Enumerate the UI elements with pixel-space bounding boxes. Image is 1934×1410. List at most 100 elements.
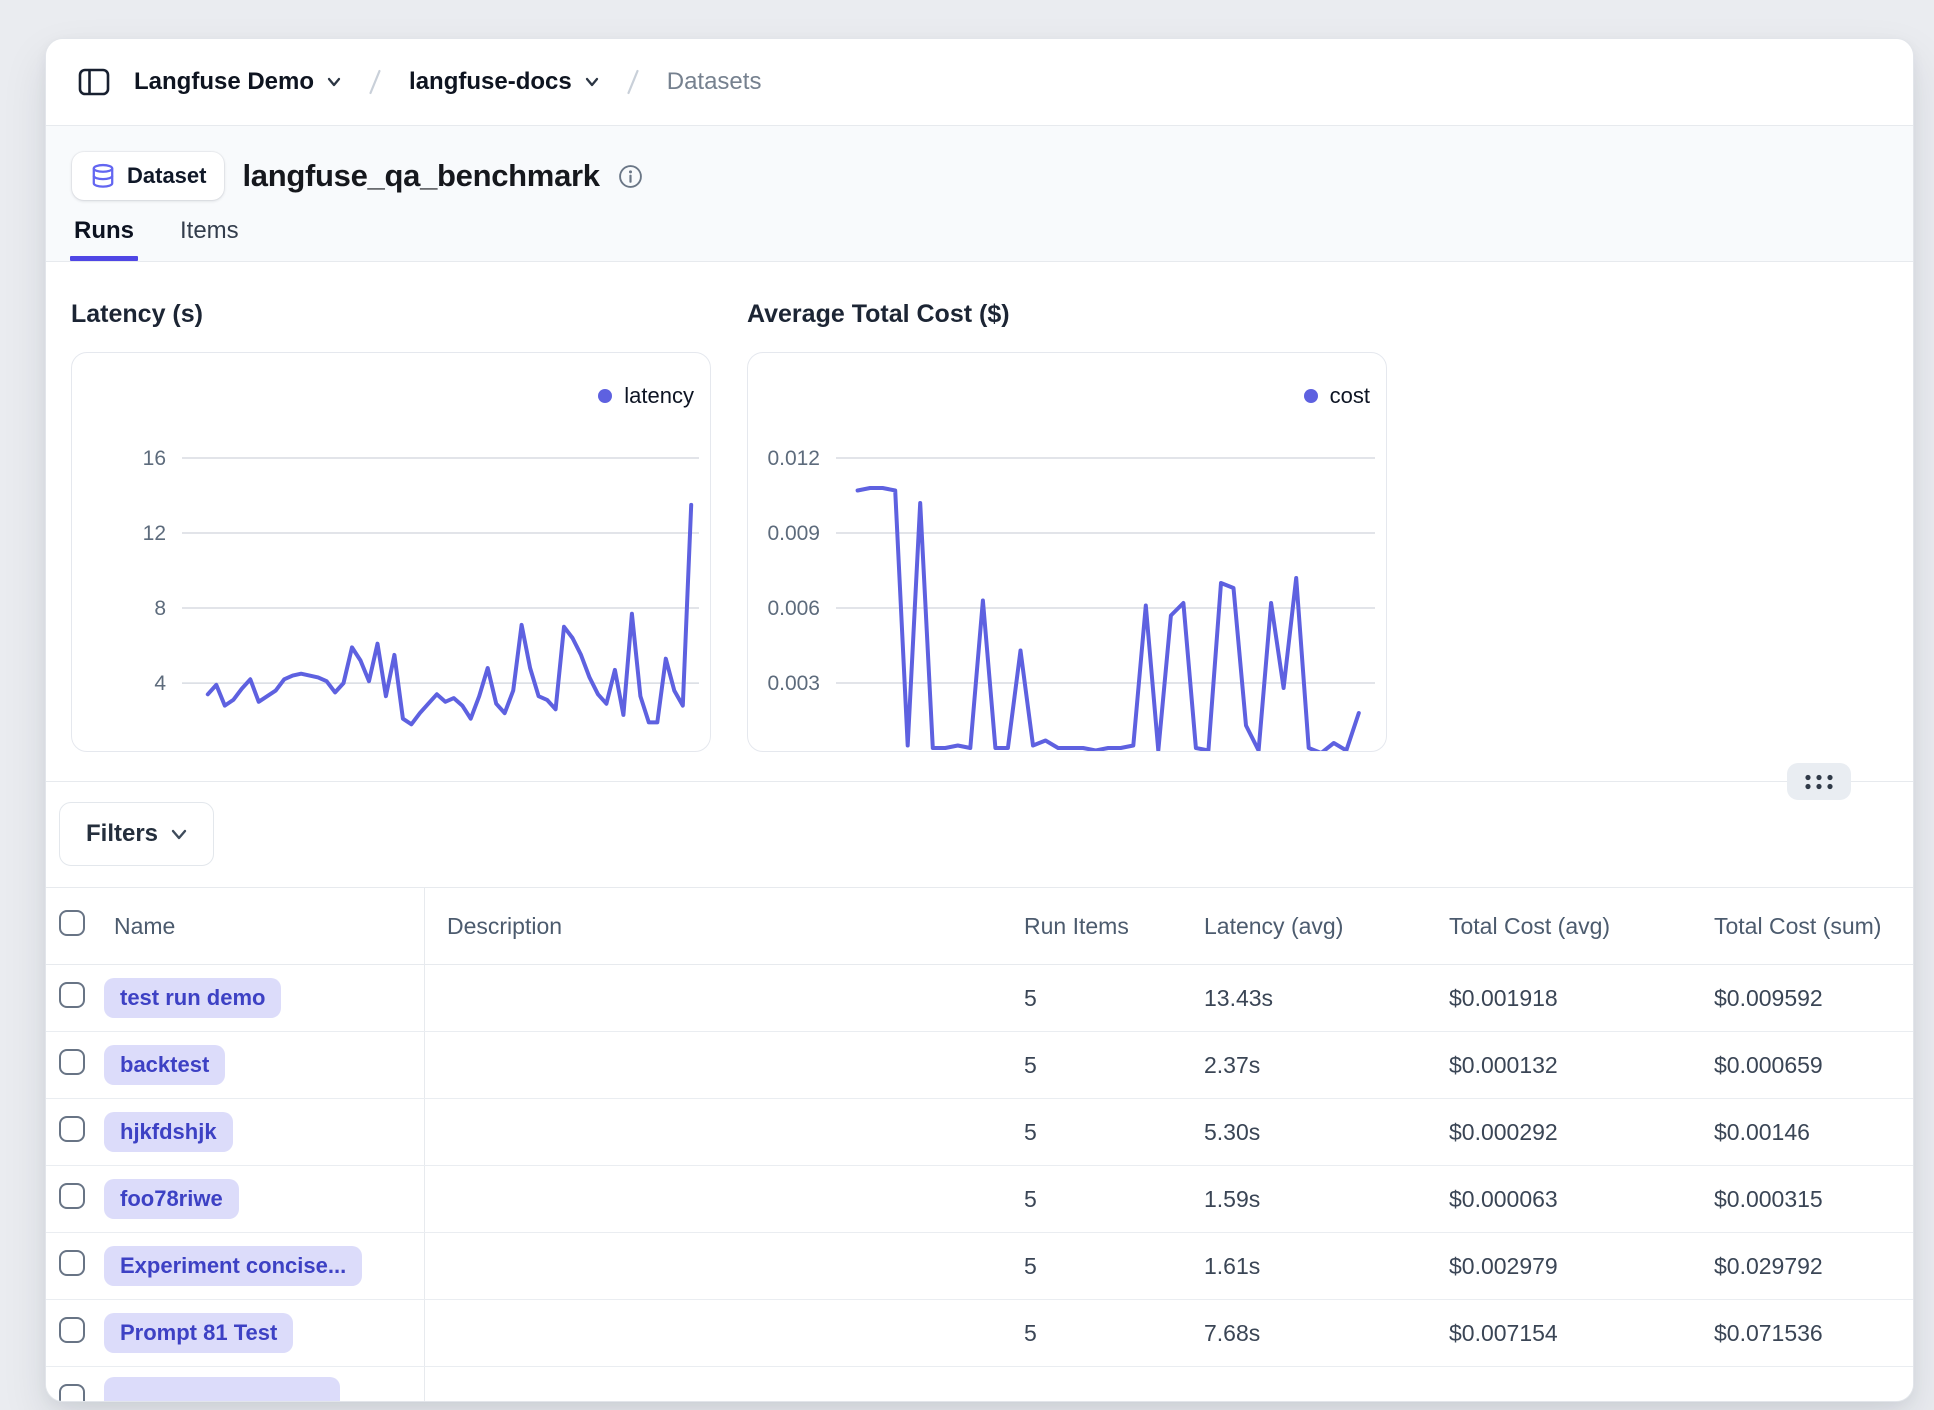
run-description [424, 965, 1004, 1031]
run-total-cost-sum: $0.029792 [1694, 1253, 1913, 1280]
column-header-run-items[interactable]: Run Items [1004, 913, 1184, 940]
cost-chart: 0.012 0.009 0.006 0.003 cost [747, 352, 1387, 752]
run-name-badge[interactable]: Experiment concise... [104, 1246, 362, 1286]
breadcrumb-page-label[interactable]: Datasets [667, 68, 762, 96]
table-row[interactable] [46, 1367, 1913, 1402]
run-run-items: 5 [1004, 1186, 1184, 1213]
breadcrumb: Langfuse Demo langfuse-docs Datasets [46, 39, 1913, 126]
table-body: test run demo513.43s$0.001918$0.009592ba… [46, 965, 1913, 1402]
latency-chart: 161284 latency [71, 352, 711, 752]
tab-runs[interactable]: Runs [72, 217, 136, 261]
run-name-badge[interactable]: Prompt 81 Test [104, 1313, 293, 1353]
table-row[interactable]: Prompt 81 Test 57.68s$0.007154$0.071536 [46, 1300, 1913, 1367]
column-header-total-cost-avg[interactable]: Total Cost (avg) [1429, 913, 1694, 940]
run-run-items: 5 [1004, 1119, 1184, 1146]
cost-chart-block: Average Total Cost ($) 0.0120.0090.0060.… [747, 298, 1387, 752]
run-latency-avg: 13.43s [1184, 985, 1429, 1012]
column-header-description[interactable]: Description [424, 888, 1004, 964]
run-total-cost-sum: $0.00146 [1694, 1119, 1913, 1146]
chevron-down-icon [171, 829, 187, 840]
run-description [424, 1099, 1004, 1165]
filters-row: Filters [46, 782, 1913, 887]
run-latency-avg: 5.30s [1184, 1119, 1429, 1146]
run-total-cost-avg: $0.000292 [1429, 1119, 1694, 1146]
svg-text:0.003: 0.003 [767, 672, 820, 695]
page-title: langfuse_qa_benchmark [242, 158, 599, 194]
table-row[interactable]: hjkfdshjk 55.30s$0.000292$0.00146 [46, 1099, 1913, 1166]
row-checkbox[interactable] [59, 1049, 85, 1075]
row-checkbox[interactable] [59, 1183, 85, 1209]
select-all-checkbox[interactable] [59, 910, 85, 936]
filters-button-label: Filters [86, 820, 158, 848]
table-header-row: Name Description Run Items Latency (avg)… [46, 888, 1913, 965]
table-row[interactable]: Experiment concise...51.61s$0.002979$0.0… [46, 1233, 1913, 1300]
run-total-cost-avg: $0.007154 [1429, 1320, 1694, 1347]
run-description [424, 1300, 1004, 1366]
row-checkbox[interactable] [59, 1116, 85, 1142]
run-description [424, 1166, 1004, 1232]
column-header-name[interactable]: Name [94, 913, 424, 940]
section-divider [46, 781, 1913, 782]
run-name-badge[interactable]: foo78riwe [104, 1179, 239, 1219]
svg-text:16: 16 [143, 447, 166, 470]
run-total-cost-avg: $0.000132 [1429, 1052, 1694, 1079]
table-row[interactable]: backtest 52.37s$0.000132$0.000659 [46, 1032, 1913, 1099]
run-run-items: 5 [1004, 1253, 1184, 1280]
run-run-items: 5 [1004, 1320, 1184, 1347]
filters-button[interactable]: Filters [59, 802, 214, 866]
dataset-badge: Dataset [72, 152, 224, 200]
run-description [424, 1233, 1004, 1299]
database-icon [90, 163, 116, 189]
panel-left-icon [78, 68, 110, 96]
latency-line-chart: 161284 [72, 353, 711, 752]
table-row[interactable]: foo78riwe51.59s$0.000063$0.000315 [46, 1166, 1913, 1233]
row-checkbox[interactable] [59, 1250, 85, 1276]
runs-table: Name Description Run Items Latency (avg)… [46, 887, 1913, 1402]
latency-legend: latency [598, 383, 694, 409]
breadcrumb-project-label: Langfuse Demo [134, 68, 314, 96]
run-name-badge[interactable] [104, 1377, 340, 1402]
cost-line-chart: 0.012 0.009 0.006 0.003 [748, 353, 1387, 752]
svg-text:0.009: 0.009 [767, 522, 820, 545]
legend-label: cost [1330, 383, 1370, 409]
run-total-cost-sum: $0.000315 [1694, 1186, 1913, 1213]
column-header-total-cost-sum[interactable]: Total Cost (sum) [1694, 913, 1913, 940]
dataset-badge-label: Dataset [127, 163, 206, 189]
cost-legend: cost [1304, 383, 1370, 409]
run-total-cost-sum: $0.000659 [1694, 1052, 1913, 1079]
latency-chart-block: Latency (s) 161284 latency [71, 298, 711, 752]
run-latency-avg: 2.37s [1184, 1052, 1429, 1079]
resize-grip-handle[interactable] [1787, 763, 1851, 800]
run-description [424, 1367, 1004, 1402]
row-checkbox[interactable] [59, 982, 85, 1008]
run-name-badge[interactable]: test run demo [104, 978, 281, 1018]
run-name-badge[interactable]: hjkfdshjk [104, 1112, 233, 1152]
latency-chart-title: Latency (s) [71, 298, 711, 330]
row-checkbox[interactable] [59, 1384, 85, 1402]
svg-text:12: 12 [143, 522, 166, 545]
breadcrumb-slash-icon [623, 67, 643, 97]
run-name-badge[interactable]: backtest [104, 1045, 225, 1085]
column-header-latency-avg[interactable]: Latency (avg) [1184, 913, 1429, 940]
breadcrumb-project-selector[interactable]: Langfuse Demo [134, 68, 341, 96]
svg-text:0.012: 0.012 [767, 447, 820, 470]
breadcrumb-env-selector[interactable]: langfuse-docs [409, 68, 599, 96]
run-run-items: 5 [1004, 1052, 1184, 1079]
row-checkbox[interactable] [59, 1317, 85, 1343]
run-latency-avg: 7.68s [1184, 1320, 1429, 1347]
tab-bar: Runs Items [72, 217, 1887, 261]
svg-text:8: 8 [154, 597, 166, 620]
svg-text:0.006: 0.006 [767, 597, 820, 620]
sidebar-toggle-button[interactable] [78, 68, 110, 96]
run-total-cost-avg: $0.002979 [1429, 1253, 1694, 1280]
run-total-cost-avg: $0.000063 [1429, 1186, 1694, 1213]
legend-dot-icon [1304, 389, 1318, 403]
breadcrumb-slash-icon [365, 67, 385, 97]
legend-label: latency [624, 383, 694, 409]
run-run-items: 5 [1004, 985, 1184, 1012]
tab-items[interactable]: Items [178, 217, 241, 261]
run-total-cost-sum: $0.071536 [1694, 1320, 1913, 1347]
chevron-down-icon [585, 77, 599, 87]
info-icon[interactable] [618, 164, 643, 189]
table-row[interactable]: test run demo513.43s$0.001918$0.009592 [46, 965, 1913, 1032]
